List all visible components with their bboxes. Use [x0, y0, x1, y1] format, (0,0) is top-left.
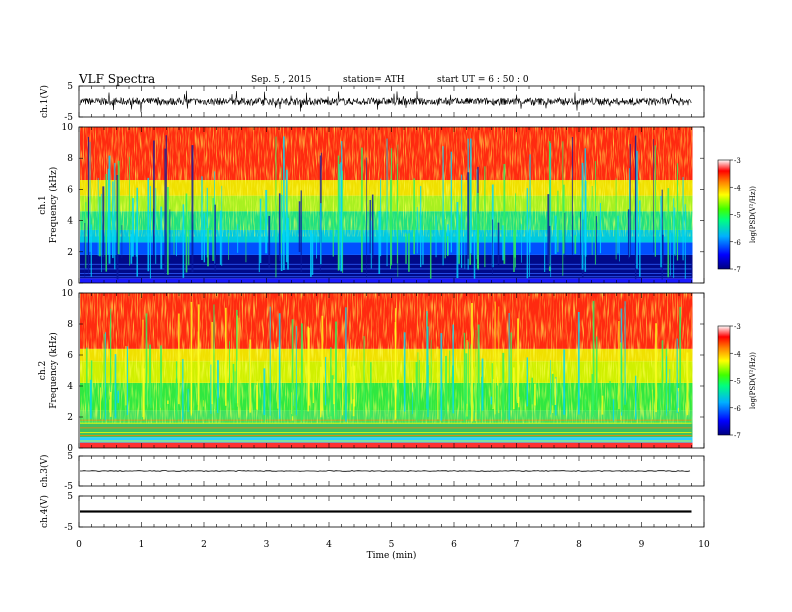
- x-tick-label: 0: [76, 540, 82, 550]
- ch4-waveform-ylabel: ch.4(V): [39, 495, 50, 528]
- x-tick-label: 6: [451, 540, 457, 550]
- start-time-label: start UT = 6 : 50 : 0: [437, 75, 529, 85]
- x-tick-label: 4: [326, 540, 332, 550]
- ch2-spectrogram-colorbar-tick-label: -3: [734, 323, 741, 331]
- ch2-spectrogram-colorbar-tick-label: -6: [734, 405, 741, 413]
- ch2-spectrogram-band: [80, 442, 693, 448]
- ch4-waveform-ytick-label: 5: [67, 492, 73, 502]
- ch1-spectrogram-ylabel: Frequency (kHz): [48, 167, 59, 244]
- ch2-spectrogram-image: [80, 293, 693, 448]
- ch1-spectrogram-colorbar-tick-label: -3: [734, 157, 741, 165]
- ch1-spectrogram-band: [80, 278, 693, 283]
- chart-title: VLF Spectra: [79, 72, 156, 86]
- ch3-waveform-ytick-label: -5: [64, 482, 73, 492]
- ch1-spectrogram-ytick-label: 2: [67, 248, 73, 258]
- ch4-waveform-ytick-label: -5: [64, 523, 73, 533]
- x-tick-label: 1: [139, 540, 145, 550]
- ch2-spectrogram-colorbar-tick-label: -7: [734, 432, 741, 440]
- ch2-spectrogram-texture: [80, 293, 693, 424]
- ch2-spectrogram-colorbar-tick-label: -5: [734, 378, 741, 386]
- ch2-spectrogram-ytick-label: 6: [67, 351, 73, 361]
- x-tick-label: 10: [698, 540, 710, 550]
- ch1-spectrogram-ytick-label: 0: [67, 279, 73, 289]
- x-tick-label: 5: [389, 540, 395, 550]
- ch2-spectrogram-ytick-label: 0: [67, 444, 73, 454]
- x-tick-label: 2: [201, 540, 207, 550]
- ch2-spectrogram-ylabel: Frequency (kHz): [48, 332, 59, 409]
- ch1-spectrogram-ytick-label: 4: [67, 217, 73, 227]
- ch2-spectrogram-ytick-label: 10: [62, 289, 74, 299]
- ch1-spectrogram-colorbar-tick-label: -6: [734, 239, 741, 247]
- ch1-spectrogram-texture: [80, 127, 693, 237]
- x-tick-label: 8: [576, 540, 582, 550]
- x-tick-label: 9: [639, 540, 645, 550]
- ch1-spectrogram-ytick-label: 8: [67, 154, 73, 164]
- station-label: station= ATH: [343, 75, 405, 85]
- ch2-spectrogram-ytick-label: 2: [67, 413, 73, 423]
- ch2-spectrogram-colorbar-tick-label: -4: [734, 350, 741, 358]
- x-tick-label: 7: [514, 540, 520, 550]
- ch1-spectrogram-colorbar-tick-label: -5: [734, 212, 741, 220]
- ch1-trace: [79, 90, 692, 113]
- ch2-spectrogram-colorbar: [717, 325, 731, 436]
- ch1-spectrogram-ytick-label: 10: [62, 123, 74, 133]
- ch1-spectrogram-colorbar-tick-label: -7: [734, 266, 741, 274]
- ch2-spectrogram-ytick-label: 4: [67, 382, 73, 392]
- x-tick-label: 3: [264, 540, 270, 550]
- ch1-waveform-ytick-label: 5: [67, 82, 73, 92]
- ch2-spectrogram-channel-label: ch.2: [38, 361, 48, 380]
- ch1-spectrogram-colorbar-tick-label: -4: [734, 184, 741, 192]
- ch1-spectrogram-colorbar: [717, 159, 731, 270]
- ch2-spectrogram-colorbar-label: log(PSD(V²/Hz)): [749, 352, 757, 409]
- x-axis-label: Time (min): [367, 550, 417, 561]
- ch1-waveform-ytick-label: -5: [64, 113, 73, 123]
- ch1-waveform-ylabel: ch.1(V): [39, 85, 50, 118]
- ch3-waveform-ylabel: ch.3(V): [39, 455, 50, 488]
- ch1-spectrogram-channel-label: ch.1: [38, 195, 48, 214]
- ch1-spectrogram-band: [80, 242, 693, 255]
- ch1-spectrogram-colorbar-label: log(PSD(V²/Hz)): [749, 186, 757, 243]
- ch4-trace: [80, 510, 692, 513]
- date-label: Sep. 5 , 2015: [251, 75, 312, 85]
- ch1-spectrogram-image: [80, 127, 693, 283]
- ch2-spectrogram-band: [80, 437, 693, 443]
- ch1-spectrogram-ytick-label: 6: [67, 185, 73, 195]
- ch3-trace: [80, 470, 691, 472]
- ch3-waveform-ytick-label: 5: [67, 452, 73, 462]
- ch2-spectrogram-band: [80, 423, 693, 438]
- ch2-spectrogram-ytick-label: 8: [67, 320, 73, 330]
- ch1-spectrogram-band: [80, 254, 693, 279]
